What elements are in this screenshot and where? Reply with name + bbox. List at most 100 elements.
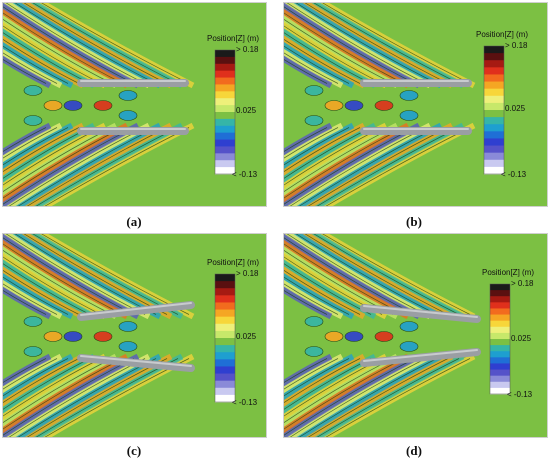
legend-swatch (215, 380, 235, 389)
contour-line (3, 358, 91, 410)
wave-contour-plot-c: Position[Z] (m) > 0.18 0.025 < -0.13 (2, 233, 267, 438)
contour-line (3, 243, 124, 315)
legend-swatch (484, 46, 504, 54)
contour-line (289, 127, 427, 206)
contour-line (307, 127, 449, 206)
hull-highlight (80, 302, 192, 316)
contour-line (322, 234, 471, 315)
interference-blob (374, 100, 394, 111)
legend-swatch (490, 369, 510, 377)
contour-line (3, 269, 80, 315)
legend-swatch (215, 167, 235, 175)
contour-line (284, 283, 339, 315)
legend-swatch (490, 345, 510, 352)
hull-highlight (363, 305, 478, 318)
legend-swatch (490, 375, 510, 383)
interference-blob (93, 100, 113, 111)
wave-contour-plot-b: Position[Z] (m) > 0.18 0.025 < -0.13 (283, 2, 548, 207)
contour-line (298, 358, 438, 437)
contour-line (284, 18, 394, 84)
hull-highlight (363, 349, 478, 362)
contour-line (322, 3, 471, 84)
legend-swatch (215, 338, 235, 346)
contour-line (284, 127, 383, 186)
contour-line (3, 358, 102, 417)
contour-line (284, 358, 361, 404)
legend-swatch (215, 105, 235, 113)
contour-line (284, 358, 328, 383)
contour-line (284, 358, 394, 424)
legend-swatch (484, 117, 504, 125)
contour-line (32, 3, 179, 84)
twin-hulls (360, 304, 481, 367)
contour-line (3, 45, 69, 84)
contour-line (284, 6, 416, 84)
legend-swatch (490, 308, 510, 316)
wake-bands (3, 234, 195, 437)
legend-swatch (215, 281, 235, 289)
caption-b: (b) (406, 214, 422, 229)
contour-line (284, 127, 416, 205)
contour-line (289, 358, 427, 437)
contour-line (284, 45, 350, 84)
legend-title: Position[Z] (m) (482, 268, 535, 277)
interference-blob (304, 115, 324, 126)
contour-line (313, 3, 460, 84)
interference-blob (344, 331, 364, 342)
caption-a: (a) (126, 214, 142, 229)
contour-line (284, 127, 405, 199)
legend-swatch (484, 81, 504, 90)
legend-swatch (490, 387, 510, 395)
legend-swatch (484, 74, 504, 83)
legend-swatch (490, 381, 510, 389)
contour-line (5, 3, 146, 84)
contour-line (3, 127, 80, 173)
legend-swatch (215, 316, 235, 325)
legend-swatch (490, 363, 510, 371)
interference-blob (324, 331, 344, 342)
contour-line (284, 12, 405, 84)
contour-line (3, 127, 102, 186)
legend-swatch (215, 139, 235, 147)
contour-line (3, 358, 80, 404)
legend-max-label: > 0.18 (511, 279, 534, 288)
legend-swatch (484, 60, 504, 68)
legend-swatch (215, 98, 235, 106)
legend-swatch (490, 332, 510, 340)
contour-line (3, 32, 91, 84)
contour-line (284, 25, 383, 84)
contour-line (284, 127, 394, 193)
wave-contour-plot-d: Position[Z] (m) > 0.18 0.025 < -0.13 (283, 233, 548, 438)
contour-line (3, 6, 135, 84)
legend-swatch (484, 145, 504, 154)
contour-line (284, 358, 416, 436)
contour-field-svg (3, 234, 236, 437)
legend-mid-label: 0.025 (236, 105, 257, 115)
legend-swatch (490, 326, 510, 334)
contour-line (295, 234, 438, 315)
twin-hulls (360, 79, 472, 135)
contour-line (23, 234, 168, 315)
interference-blob (399, 90, 419, 101)
legend-title: Position[Z] (m) (476, 30, 529, 39)
contour-field-svg (284, 234, 511, 437)
contour-line (325, 358, 471, 437)
contour-line (3, 256, 102, 315)
contour-line (284, 358, 405, 430)
contour-line (3, 127, 135, 205)
interference-blob (63, 100, 83, 111)
contour-line (295, 3, 438, 84)
contour-line (284, 263, 372, 315)
wave-contour-plot-a: Position[Z] (m) > 0.18 0.025 < -0.13 (2, 2, 267, 207)
interference-blob (118, 321, 138, 332)
hull (360, 348, 481, 367)
interference-blob (399, 110, 419, 121)
interference-blob (23, 316, 43, 327)
legend-swatch (484, 95, 504, 104)
caption-d: (d) (406, 443, 422, 458)
legend-title: Position[Z] (m) (207, 34, 260, 43)
color-legend (214, 49, 236, 175)
contour-line (3, 127, 69, 166)
contour-line (23, 3, 168, 84)
legend-swatch (215, 118, 235, 127)
